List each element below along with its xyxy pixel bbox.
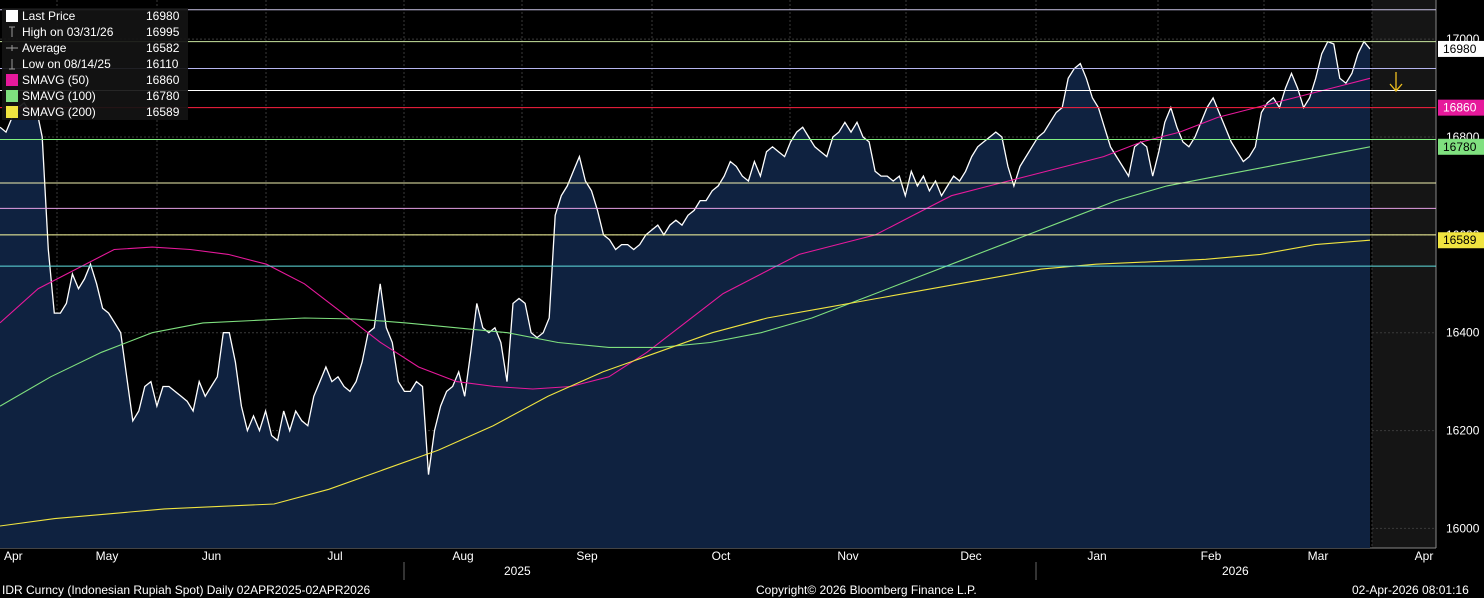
square-icon — [6, 106, 18, 118]
smavg-200-line — [0, 239, 1371, 527]
y-tick-label: 16200 — [1446, 424, 1480, 438]
price-label-text: 16780 — [1443, 140, 1477, 154]
forecast-region — [1372, 0, 1436, 548]
month-tick-label: Apr — [1415, 549, 1434, 563]
footer-security-description: IDR Curncy (Indonesian Rupiah Spot) Dail… — [2, 583, 371, 597]
legend-value: 16589 — [146, 105, 180, 119]
legend-value: 16980 — [146, 9, 180, 23]
month-tick-label: Oct — [712, 549, 731, 563]
legend-label: Low on 08/14/25 — [22, 57, 111, 71]
legend-value: 16582 — [146, 41, 180, 55]
year-label-2026: 2026 — [1222, 564, 1249, 578]
year-label-2025: 2025 — [504, 564, 531, 578]
legend-row-high: High on 03/31/26 16995 — [2, 24, 188, 40]
legend-label: Average — [22, 41, 67, 55]
month-tick-label: Dec — [960, 549, 981, 563]
price-line — [0, 40, 1371, 475]
smavg-100-line — [0, 146, 1371, 407]
price-label-text: 16860 — [1443, 101, 1477, 115]
month-tick-label: Apr — [4, 549, 23, 563]
legend-label: SMAVG (100) — [22, 89, 96, 103]
legend-value: 16780 — [146, 89, 180, 103]
down-arrow-icon — [1389, 72, 1403, 92]
footer-bar: IDR Curncy (Indonesian Rupiah Spot) Dail… — [0, 582, 1484, 598]
square-icon — [6, 90, 18, 102]
month-tick-label: Nov — [837, 549, 858, 563]
legend-value: 16860 — [146, 73, 180, 87]
square-icon — [6, 74, 18, 86]
y-tick-label: 16400 — [1446, 326, 1480, 340]
price-label-box — [1438, 40, 1484, 57]
month-tick-label: Aug — [452, 549, 473, 563]
month-tick-label: Sep — [576, 549, 598, 563]
legend-label: High on 03/31/26 — [22, 25, 114, 39]
price-label-box — [1438, 99, 1484, 116]
legend-row-smavg-200: SMAVG (200) 16589 — [2, 104, 188, 120]
price-label-text: 16980 — [1443, 42, 1477, 56]
month-tick-label: Jan — [1087, 549, 1106, 563]
high-marker-icon — [6, 26, 18, 38]
y-tick-label: 16000 — [1446, 521, 1480, 535]
legend-label: SMAVG (200) — [22, 105, 96, 119]
month-tick-label: Feb — [1201, 549, 1222, 563]
legend-row-average: Average 16582 — [2, 40, 188, 56]
square-icon — [6, 10, 18, 22]
smavg-50-line — [0, 77, 1371, 390]
month-tick-label: Jun — [202, 549, 221, 563]
footer-copyright: Copyright© 2026 Bloomberg Finance L.P. — [756, 583, 977, 597]
legend-value: 16995 — [146, 25, 180, 39]
price-label-box — [1438, 138, 1484, 155]
legend-label: SMAVG (50) — [22, 73, 90, 87]
legend-row-low: Low on 08/14/25 16110 — [2, 56, 188, 72]
month-tick-label: Mar — [1308, 549, 1329, 563]
month-tick-label: Jul — [327, 549, 342, 563]
legend-label: Last Price — [22, 9, 76, 23]
footer-timestamp: 02-Apr-2026 08:01:16 — [1352, 583, 1469, 597]
average-marker-icon — [6, 42, 18, 54]
month-tick-label: May — [96, 549, 119, 563]
price-label-box — [1438, 232, 1484, 249]
legend-value: 16110 — [146, 57, 179, 71]
low-marker-icon — [6, 58, 18, 70]
chart-legend: Last Price 16980 High on 03/31/26 16995 … — [2, 8, 188, 120]
legend-row-last-price: Last Price 16980 — [2, 8, 188, 24]
legend-row-smavg-50: SMAVG (50) 16860 — [2, 72, 188, 88]
legend-row-smavg-100: SMAVG (100) 16780 — [2, 88, 188, 104]
price-label-text: 16589 — [1443, 233, 1477, 247]
price-area — [0, 41, 1370, 548]
